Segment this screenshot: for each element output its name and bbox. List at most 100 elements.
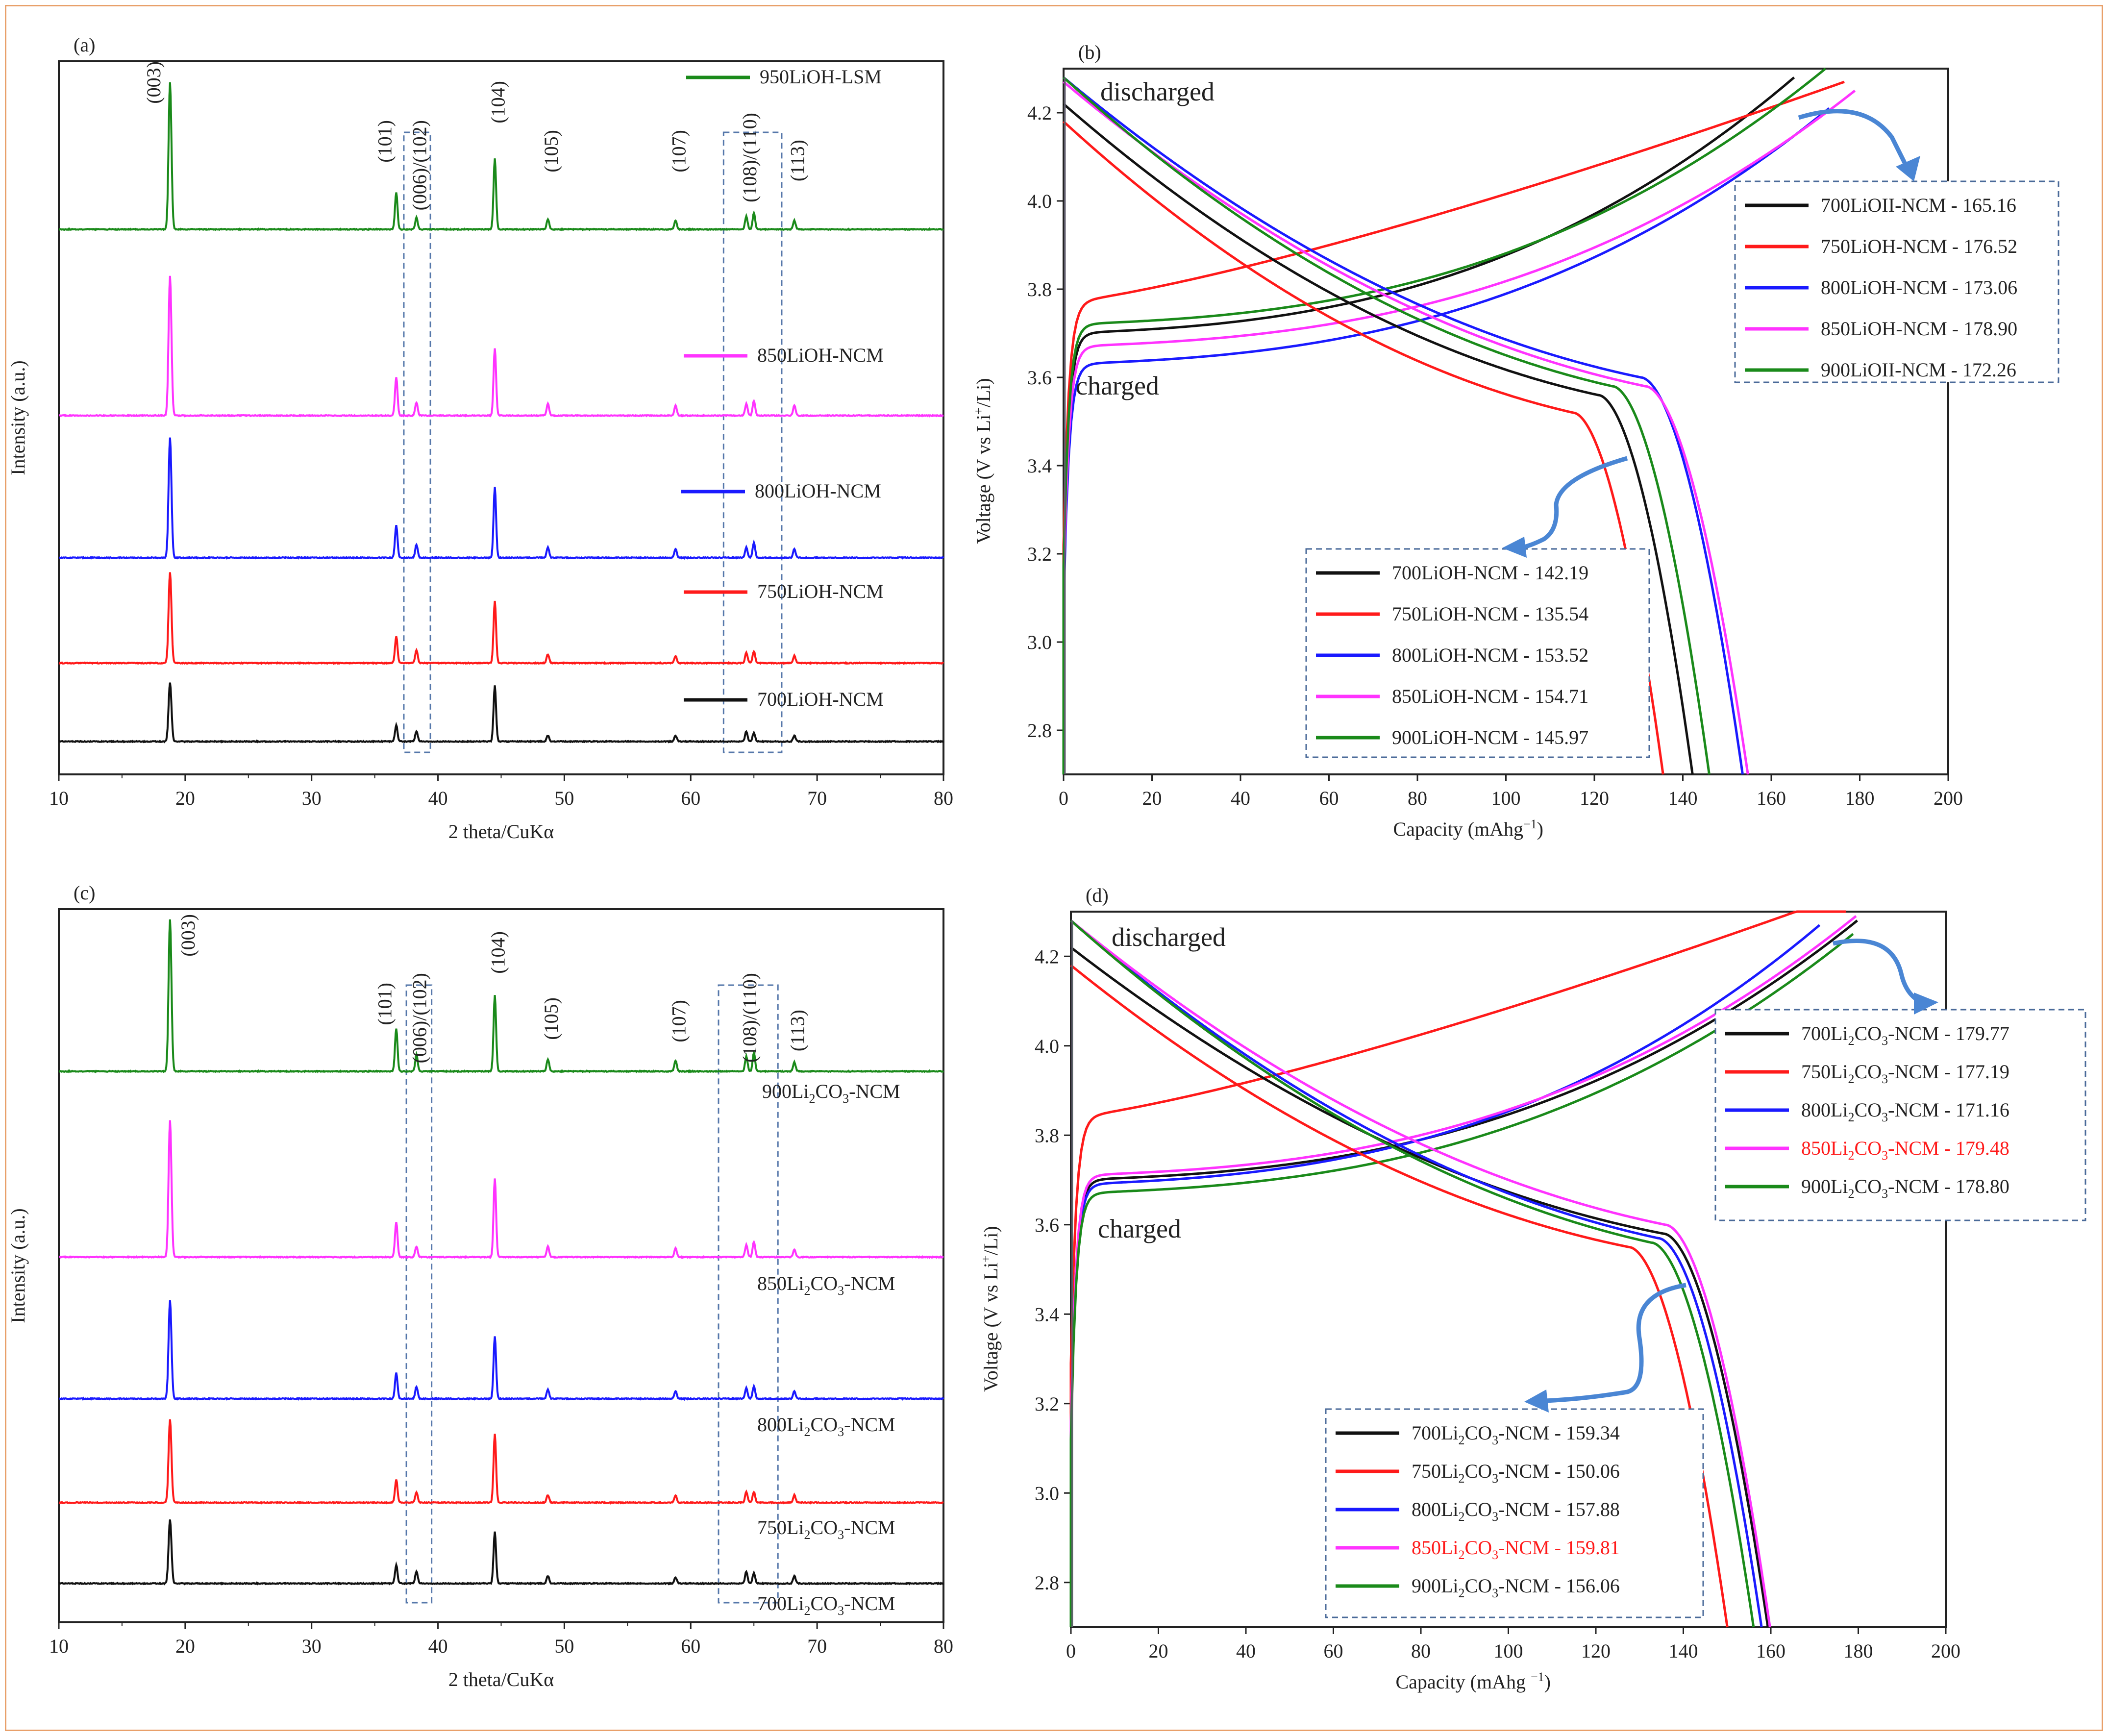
pointer-arrow-head [1914,992,1938,1015]
x-tick-label: 0 [1059,787,1068,809]
pointer-arrow-head [1502,537,1527,558]
legend-label: 900LiOII-NCM - 172.26 [1821,359,2016,381]
x-tick-label: 100 [1494,1640,1523,1662]
x-tick-label: 10 [49,787,69,809]
spectrum-line [58,1519,944,1586]
x-tick-label: 20 [175,787,195,809]
y-tick-label: 4.2 [1035,945,1059,967]
x-tick-label: 20 [1149,1640,1168,1662]
series-label: 750LiOH-NCM [757,580,884,602]
legend-label: 700Li2​CO3​-NCM - 159.34 [1412,1422,1620,1447]
discharge-curve [1070,946,1769,1628]
peak-label: (108)/(110) [739,113,761,202]
discharge-curve [1070,919,1755,1628]
spectrum-line [58,82,944,232]
charged-annotation: charged [1098,1214,1181,1243]
y-tick-label: 3.6 [1027,367,1052,389]
spectrum-line [59,1300,944,1401]
legend-charge: 700Li2​CO3​-NCM - 179.77 750Li2​CO3​-NCM … [1714,1009,2086,1221]
legend-label: 750Li2​CO3​-NCM - 177.19 [1801,1061,2009,1086]
peak-label: (108)/(110) [739,973,761,1063]
x-tick-label: 70 [807,1635,827,1657]
x-tick-label: 160 [1757,787,1786,809]
y-tick-label: 3.4 [1035,1303,1059,1325]
discharge-curve [1070,964,1729,1628]
legend-frame [1325,1408,1704,1618]
y-axis-label: Intensity (a.u.) [7,1208,29,1323]
y-tick-label: 3.8 [1035,1124,1059,1146]
y-tick-label: 3.0 [1027,631,1052,653]
peak-label: (006)/(102) [409,120,431,210]
panel-label: (c) [74,882,95,904]
voltage-panel-b: 0 20 40 60 80 100 120 140 160 180 200 2.8 3.0 3.2 3.4 3… [971,41,2059,840]
spectrum-line [59,1120,944,1259]
x-tick-label: 80 [934,787,953,809]
x-axis-label: Capacity (mAhg −​1​) [1396,1670,1551,1693]
legend-label: 700LiOII-NCM - 165.16 [1821,194,2016,216]
peak-label: (104) [487,81,509,124]
spectrum-line [58,1419,944,1505]
legend-label: 900Li2​CO3​-NCM - 156.06 [1412,1575,1620,1600]
x-tick-label: 80 [1408,787,1427,809]
series-label: 900Li2​CO3​-NCM [762,1080,900,1106]
pointer-arrow [1798,109,1909,168]
peak-label: (101) [373,983,396,1025]
series-label: 700LiOH-NCM [757,688,884,710]
peak-label: (003) [177,914,199,957]
legend-label: 850Li2​CO3​-NCM - 159.81 [1412,1537,1620,1562]
y-tick-label: 3.2 [1027,543,1052,565]
xrd-panel-a: 10 20 30 40 50 60 70 80 2 theta/CuKα Intensity (a… [7,34,953,843]
x-tick-label: 80 [934,1635,953,1657]
x-axis-label: Capacity (mAhg−​1​) [1393,817,1544,840]
legend-label: 850Li2​CO3​-NCM - 179.48 [1801,1137,2009,1163]
x-tick-label: 60 [681,1635,700,1657]
plot-area-frame [58,60,944,775]
x-tick-label: 20 [1142,787,1162,809]
spectrum-line [59,275,944,418]
y-tick-label: 2.8 [1035,1572,1059,1594]
y-tick-label: 3.2 [1035,1393,1059,1415]
legend-discharge: 700LiOH-NCM - 142.19 750LiOH-NCM - 135.54… [1305,548,1650,758]
x-tick-label: 30 [302,1635,322,1657]
y-axis-label: Intensity (a.u.) [7,360,29,475]
charge-curve [1069,924,1821,1627]
x-tick-label: 0 [1066,1640,1076,1662]
charge-curve [1069,910,1846,1627]
pointer-arrow-head [1896,156,1920,181]
x-axis-label: 2 theta/CuKα [448,820,554,843]
charge-curve [1062,68,1827,774]
spectrum-line [59,437,944,560]
x-tick-label: 40 [1236,1640,1256,1662]
legend-label: 850LiOH-NCM - 154.71 [1392,685,1588,707]
legend-label: 850LiOH-NCM - 178.90 [1821,318,2017,340]
peak-label: (113) [787,1010,809,1051]
y-tick-label: 3.0 [1035,1482,1059,1504]
peak-label: (107) [668,130,690,173]
series-label: 750Li2​CO3​-NCM [757,1516,895,1542]
x-tick-label: 30 [302,787,322,809]
y-tick-label: 3.6 [1035,1214,1059,1236]
x-tick-label: 40 [428,787,448,809]
spectrum-line [58,572,944,666]
legend-frame [1305,548,1650,758]
charge-curve [1062,107,1830,774]
panel-label: (b) [1078,41,1101,63]
discharge-curve [1063,76,1744,775]
x-tick-label: 20 [175,1635,195,1657]
y-tick-label: 2.8 [1027,719,1052,742]
x-tick-label: 40 [1231,787,1250,809]
x-tick-label: 60 [1324,1640,1343,1662]
charge-curve [1062,90,1856,774]
legend-label: 750LiOH-NCM - 176.52 [1821,235,2017,257]
legend-discharge: 700Li2​CO3​-NCM - 159.34 750Li2​CO3​-NCM … [1325,1408,1704,1618]
discharge-curve [1070,919,1763,1628]
charge-curve [1062,80,1845,774]
spectrum-line [58,919,944,1074]
charge-curve [1062,76,1795,774]
panel-label: (a) [74,34,95,56]
x-tick-label: 60 [681,787,700,809]
x-tick-label: 80 [1411,1640,1431,1662]
x-tick-label: 140 [1669,1640,1698,1662]
plot-area-frame [58,908,944,1623]
